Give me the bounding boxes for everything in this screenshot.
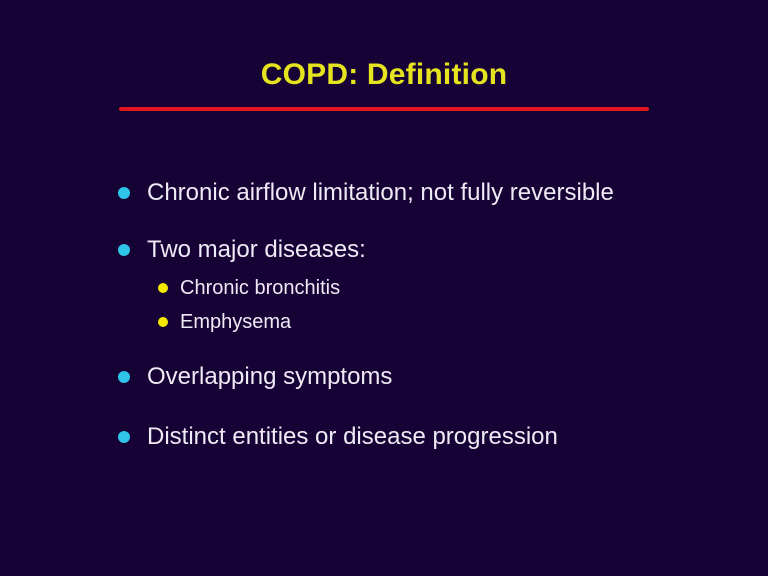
bullet-text: Overlapping symptoms: [147, 363, 393, 390]
title-divider: [119, 107, 649, 111]
bullet-text: Chronic airflow limitation; not fully re…: [147, 179, 614, 206]
bullet-text: Two major diseases:: [147, 236, 366, 263]
bullet-dot-icon: [118, 431, 130, 443]
bullet-item: Chronic airflow limitation; not fully re…: [118, 177, 614, 209]
sub-bullet-item: Chronic bronchitis: [158, 274, 340, 302]
bullet-item: Two major diseases:: [118, 234, 366, 266]
sub-bullet-text: Emphysema: [180, 311, 292, 333]
slide-title: COPD: Definition: [260, 58, 508, 91]
bullet-text: Distinct entities or disease progression: [147, 423, 558, 450]
sub-bullet-dot-icon: [158, 283, 168, 293]
sub-bullet-text: Chronic bronchitis: [180, 277, 341, 299]
bullet-dot-icon: [118, 187, 130, 199]
bullet-item: Overlapping symptoms: [118, 361, 392, 393]
bullet-dot-icon: [118, 371, 130, 383]
bullet-item: Distinct entities or disease progression: [118, 421, 558, 453]
bullet-dot-icon: [118, 244, 130, 256]
sub-bullet-item: Emphysema: [158, 308, 291, 336]
sub-bullet-dot-icon: [158, 317, 168, 327]
